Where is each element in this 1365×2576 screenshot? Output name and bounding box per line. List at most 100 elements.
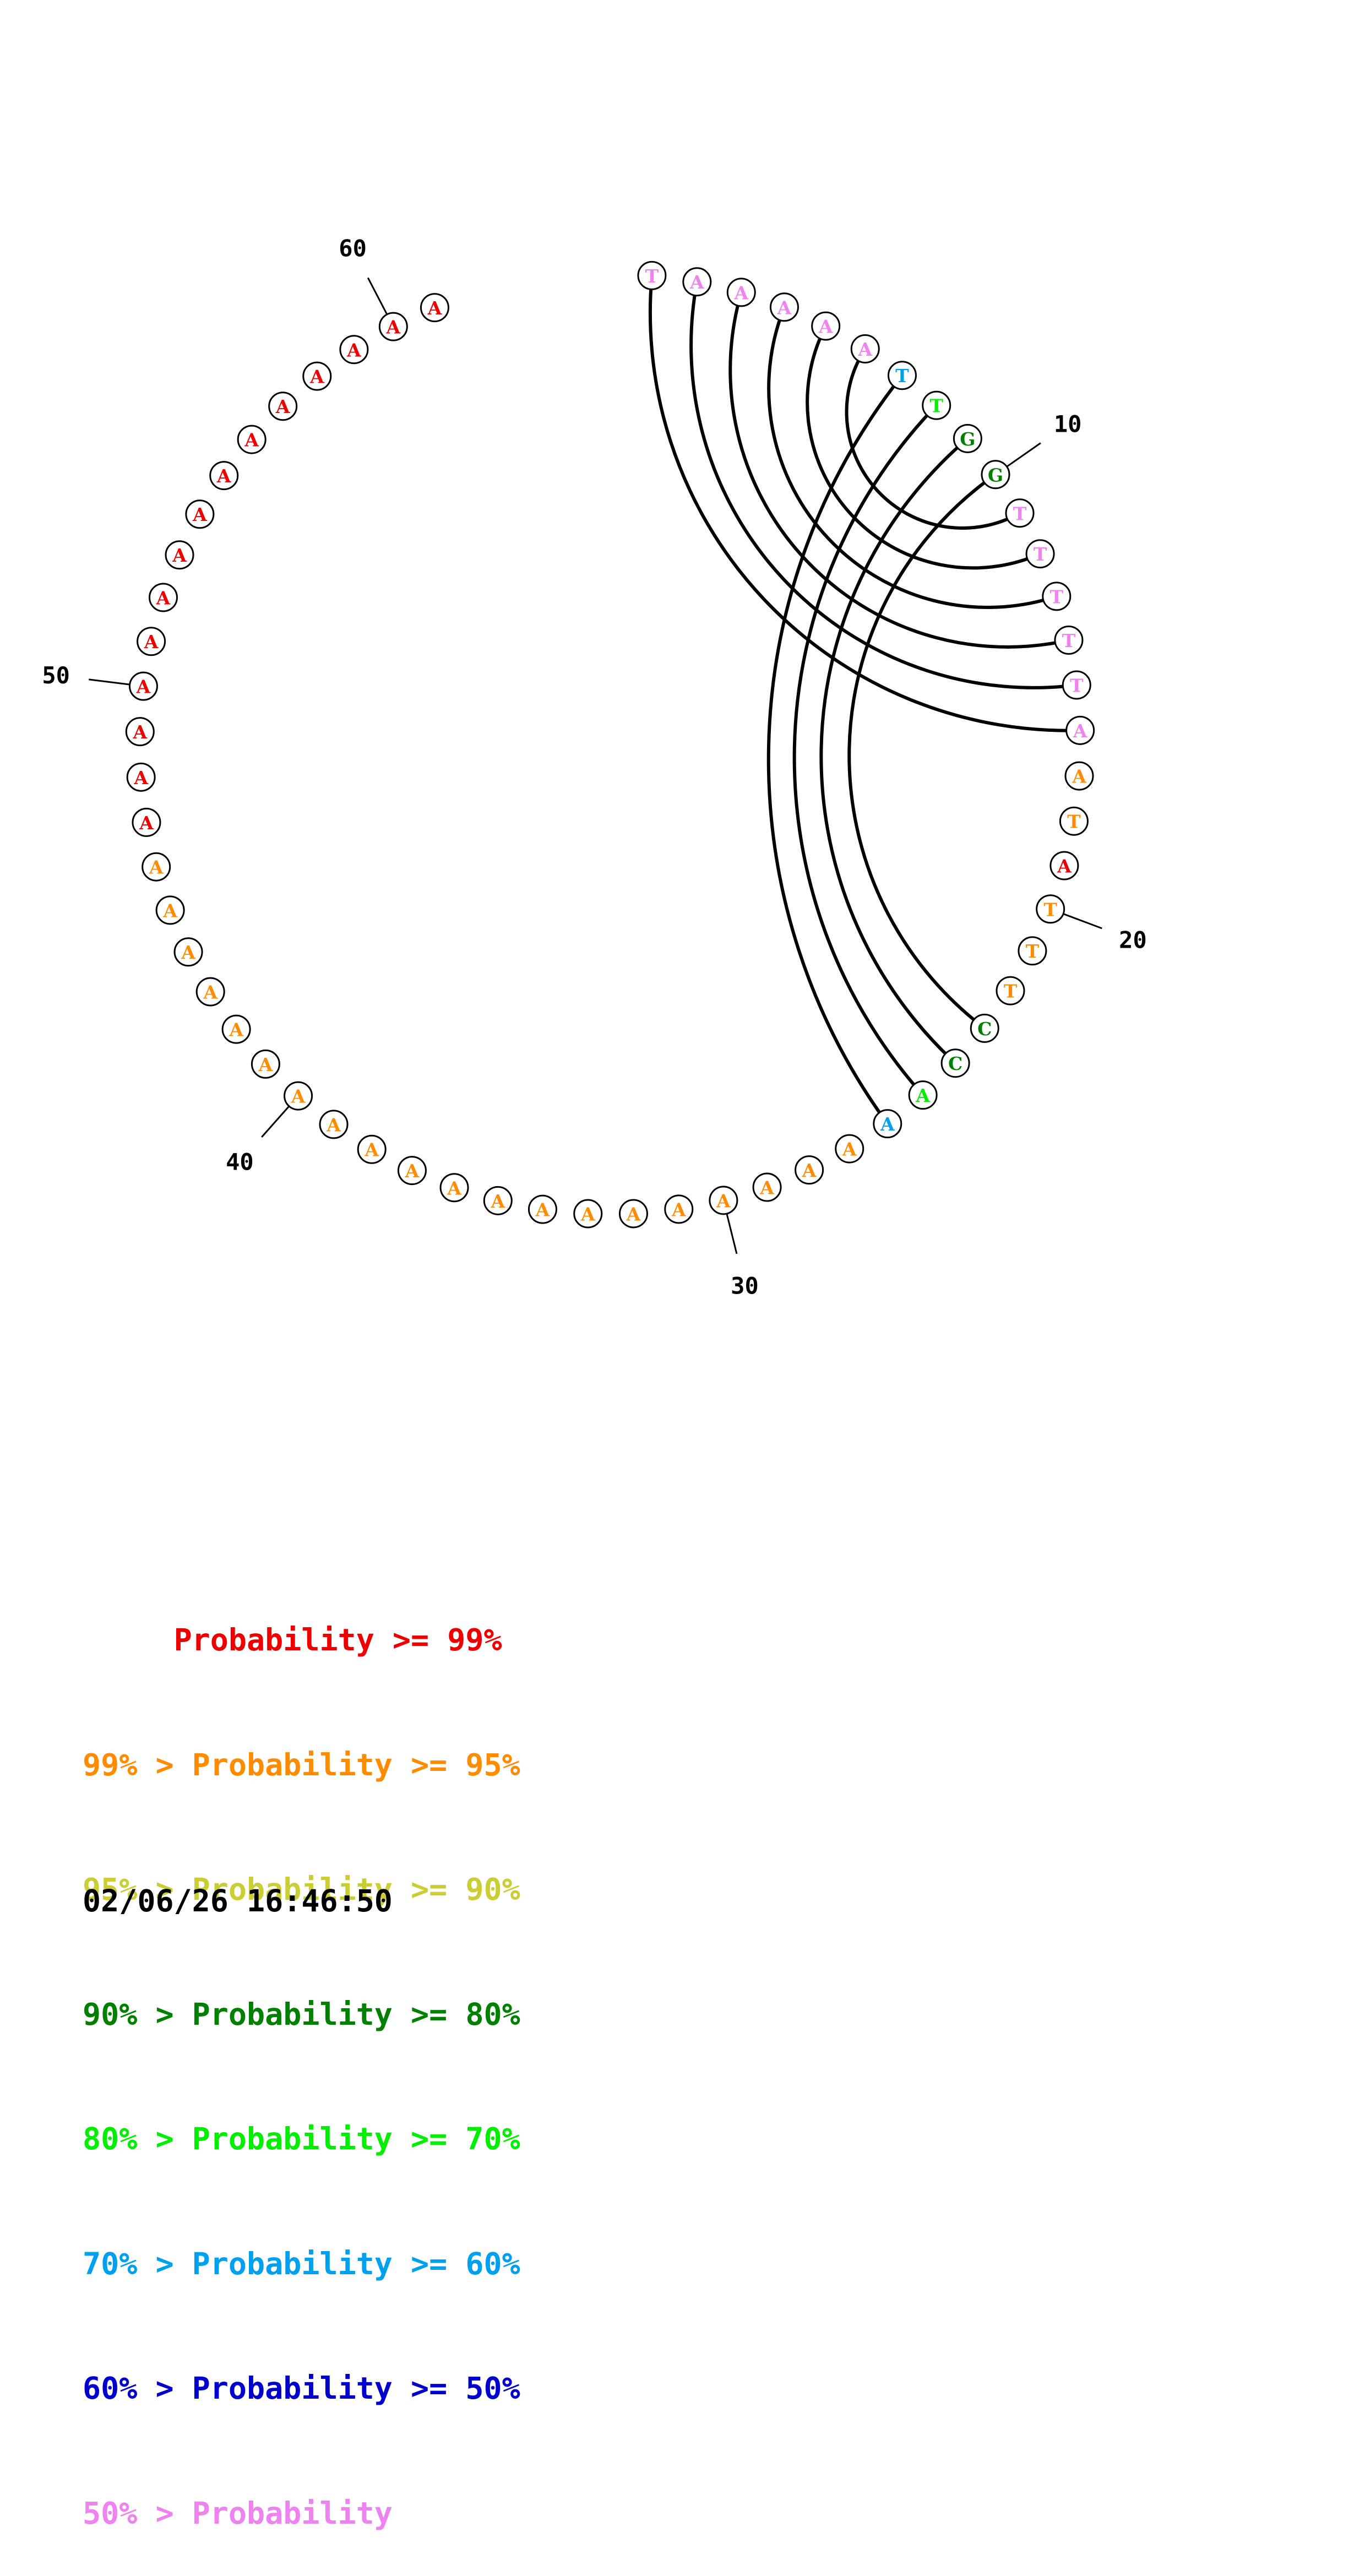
nucleotide-circle xyxy=(125,717,155,747)
nucleotide-circle xyxy=(527,1194,557,1224)
position-label: 20 xyxy=(1119,926,1147,953)
nucleotide: A xyxy=(573,1199,603,1229)
nucleotide-letter: T xyxy=(929,395,943,417)
nucleotide-letter: A xyxy=(857,339,872,360)
nucleotide: A xyxy=(155,895,185,925)
nucleotide-letter: C xyxy=(948,1053,962,1074)
nucleotide: G xyxy=(953,423,982,453)
nucleotide-letter: C xyxy=(977,1018,992,1040)
nucleotide-circle xyxy=(1018,936,1047,966)
nucleotide: T xyxy=(887,361,917,390)
nucleotide: T xyxy=(1025,539,1055,569)
nucleotide-letter: T xyxy=(1013,503,1027,524)
legend-line: 60% > Probability >= 50% xyxy=(83,2371,520,2406)
nucleotide: A xyxy=(378,312,408,341)
nucleotide-letter: A xyxy=(490,1191,505,1212)
nucleotide-circle xyxy=(148,583,178,612)
nucleotide-circle xyxy=(908,1080,938,1110)
nucleotide-letter: A xyxy=(132,721,147,743)
nucleotide: A xyxy=(237,425,267,454)
nucleotide-letter: T xyxy=(645,265,659,287)
nucleotide-circle xyxy=(1036,894,1065,924)
nucleotide-letter: A xyxy=(626,1203,641,1225)
nucleotide: C xyxy=(970,1013,999,1043)
position-tick xyxy=(1063,913,1102,930)
nucleotide-circle xyxy=(142,852,171,882)
nucleotide-circle xyxy=(420,293,449,323)
nucleotide-letter: T xyxy=(1070,675,1084,696)
nucleotide-circle xyxy=(319,1110,349,1139)
legend-line: 99% > Probability >= 95% xyxy=(83,1747,520,1782)
nucleotide-circle xyxy=(137,627,166,656)
nucleotide: A xyxy=(195,977,225,1007)
base-pair-arc xyxy=(819,437,969,1064)
nucleotide: T xyxy=(1018,936,1047,966)
nucleotide-letter: A xyxy=(275,396,290,417)
nucleotide: A xyxy=(302,361,332,391)
nucleotide-letter: A xyxy=(149,857,164,878)
nucleotide: A xyxy=(148,583,178,612)
probability-legend: Probability >= 99% 99% > Probability >= … xyxy=(83,1536,520,2576)
nucleotide-circle xyxy=(752,1172,782,1202)
nucleotide-circle xyxy=(1042,581,1072,611)
nucleotide-circle xyxy=(209,461,239,491)
base-pair-arc xyxy=(766,374,904,1125)
nucleotide-letter: G xyxy=(960,428,975,450)
nucleotide-letter: A xyxy=(880,1113,895,1135)
nucleotide-circle xyxy=(1064,761,1094,791)
nucleotide-letter: A xyxy=(133,767,148,789)
base-pair-arc xyxy=(689,281,1077,689)
base-pair-arcs xyxy=(648,275,1080,1125)
nucleotide: A xyxy=(1064,761,1094,791)
nucleotides: T A AAAATTGGTTTTTAATATTTCCAAAAAAAAAAAAAAAA… xyxy=(125,260,1095,1229)
nucleotide-letter: A xyxy=(689,271,704,293)
nucleotide-circle xyxy=(618,1199,648,1229)
nucleotide-circle xyxy=(302,361,332,391)
nucleotide: A xyxy=(420,293,449,323)
nucleotide-letter: A xyxy=(733,282,748,303)
nucleotide-circle xyxy=(996,976,1025,1006)
nucleotide: A xyxy=(128,671,158,701)
nucleotide-circle xyxy=(970,1013,999,1043)
nucleotide-letter: A xyxy=(136,676,151,698)
nucleotide: A xyxy=(165,540,194,570)
nucleotide: A xyxy=(873,1109,902,1139)
nucleotide-circle xyxy=(1062,670,1091,700)
nucleotide: A xyxy=(137,627,166,656)
base-pair-arc xyxy=(728,292,1069,649)
nucleotide-circle xyxy=(268,392,298,421)
nucleotide-letter: A xyxy=(386,317,401,338)
nucleotide-letter: A xyxy=(162,900,177,921)
nucleotide: A xyxy=(682,267,712,297)
nucleotide: A xyxy=(664,1194,694,1224)
nucleotide: A xyxy=(795,1155,824,1185)
nucleotide: G xyxy=(981,460,1010,490)
nucleotide: A xyxy=(618,1199,648,1229)
base-pair-arc xyxy=(845,347,1021,530)
nucleotide-letter: A xyxy=(535,1199,550,1221)
nucleotide: A xyxy=(221,1014,251,1044)
nucleotide-circle xyxy=(709,1186,738,1215)
legend-line: 50% > Probability xyxy=(83,2495,393,2531)
nucleotide-letter: A xyxy=(580,1204,595,1225)
nucleotide: A xyxy=(284,1081,313,1111)
position-tick xyxy=(89,678,130,686)
nucleotide-circle xyxy=(850,334,880,364)
nucleotide: A xyxy=(132,807,161,837)
nucleotide-letter: A xyxy=(309,366,324,388)
nucleotide-letter: A xyxy=(842,1139,857,1160)
nucleotide-letter: A xyxy=(326,1114,341,1135)
nucleotide: A xyxy=(1049,851,1079,881)
nucleotide-letter: T xyxy=(1034,544,1047,565)
nucleotide-circle xyxy=(940,1048,970,1078)
nucleotide-letter: T xyxy=(895,365,909,387)
nucleotide: A xyxy=(319,1110,349,1139)
nucleotide-circle xyxy=(357,1134,387,1164)
base-pair-arc xyxy=(847,473,997,1030)
nucleotide-circle xyxy=(397,1156,427,1186)
base-pair-arc xyxy=(648,275,1080,732)
nucleotide: A xyxy=(709,1186,738,1215)
nucleotide-letter: A xyxy=(405,1160,420,1182)
nucleotide-circle xyxy=(664,1194,694,1224)
nucleotide-circle xyxy=(1059,806,1089,836)
